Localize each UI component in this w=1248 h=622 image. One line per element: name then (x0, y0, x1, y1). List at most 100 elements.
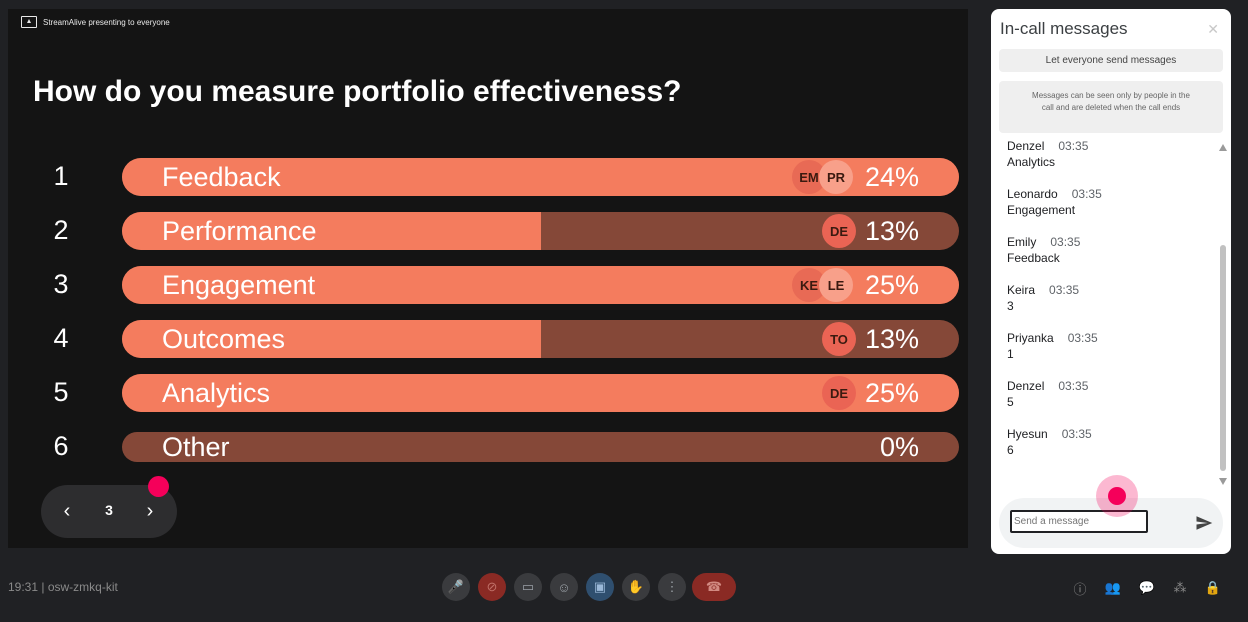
slide-page-number: 3 (105, 502, 113, 518)
participant-avatar: DE (822, 376, 856, 410)
info-button[interactable]: ⓘ (1073, 581, 1087, 597)
host-controls-button[interactable]: 🔒 (1204, 580, 1222, 595)
chat-message-sender: Priyanka (1007, 331, 1054, 345)
chat-message-sender: Emily (1007, 235, 1037, 249)
send-icon[interactable] (1195, 514, 1213, 532)
poll-option-percent: 25% (864, 378, 919, 408)
poll-option-bar: Other 0% (122, 432, 959, 462)
chat-message-time: 03:35 (1049, 283, 1080, 297)
poll-option-bar: Engagement 25% KE LE (122, 266, 959, 304)
poll-option-number: 2 (53, 215, 69, 245)
people-button[interactable]: 👥 (1104, 580, 1122, 595)
scroll-up-arrow[interactable] (1219, 144, 1227, 151)
camera-off-button[interactable]: ⊘ (478, 573, 506, 601)
poll-option-row: 4 Outcomes 13% TO (8, 320, 968, 360)
poll-option-number: 6 (53, 431, 69, 461)
poll-option-number: 1 (53, 161, 69, 191)
previous-slide-button[interactable]: ‹ (63, 499, 71, 522)
chat-message-header: Hyesun 03:35 (1007, 427, 1092, 441)
captions-button[interactable]: ▭ (514, 573, 542, 601)
poll-option-number: 5 (53, 377, 69, 407)
chat-message-text: 1 (1007, 347, 1014, 361)
chat-notice: Messages can be seen only by people in t… (999, 81, 1223, 133)
let-everyone-send-toggle[interactable]: Let everyone send messages (999, 49, 1223, 72)
chat-message-time: 03:35 (1058, 379, 1089, 393)
chat-message-header: Leonardo 03:35 (1007, 187, 1102, 201)
poll-option-row: 5 Analytics 25% DE (8, 374, 968, 414)
presenter-banner: StreamAlive presenting to everyone (21, 16, 170, 28)
poll-option-percent: 0% (879, 432, 919, 462)
chat-message-header: Denzel 03:35 (1007, 379, 1088, 393)
chat-message: Keira 03:35 3 (1007, 283, 1079, 313)
chat-message-text: Feedback (1007, 251, 1060, 265)
poll-option-row: 6 Other 0% (8, 428, 968, 468)
poll-option-bar-fill (122, 374, 959, 412)
send-message-input[interactable] (1010, 510, 1148, 533)
chat-message-time: 03:35 (1050, 235, 1081, 249)
chat-message-header: Denzel 03:35 (1007, 139, 1088, 153)
poll-option-percent: 25% (864, 270, 919, 300)
activities-button[interactable]: ⁂ (1173, 580, 1187, 595)
poll-option-number: 3 (53, 269, 69, 299)
participant-avatar: LE (819, 268, 853, 302)
chat-message-header: Keira 03:35 (1007, 283, 1079, 297)
poll-option-percent: 24% (864, 162, 919, 192)
poll-option-number: 4 (53, 323, 69, 353)
mic-button[interactable]: 🎤 (442, 573, 470, 601)
more-options-button[interactable]: ⋮ (658, 573, 686, 601)
chat-message-text: Engagement (1007, 203, 1076, 217)
meeting-controls-bar: 19:31 | osw-zmkq-kit 🎤 ⊘ ▭ ☺ ▣ ✋ ⋮ ☎ ⓘ 👥 💬 ⁂ 🔒 (0, 557, 1248, 622)
poll-option-percent: 13% (864, 216, 919, 246)
poll-option-row: 2 Performance 13% DE (8, 212, 968, 252)
chat-message: Denzel 03:35 Analytics (1007, 139, 1088, 169)
poll-option-bar-fill (122, 320, 541, 358)
chat-message: Priyanka 03:35 1 (1007, 331, 1098, 361)
poll-option-bar: Performance 13% DE (122, 212, 959, 250)
poll-option-label: Analytics (162, 378, 271, 408)
poll-option-label: Performance (162, 216, 317, 246)
poll-option-bar-fill (122, 212, 541, 250)
chat-message: Leonardo 03:35 Engagement (1007, 187, 1102, 217)
poll-option-bar: Analytics 25% DE (122, 374, 959, 412)
chat-message-sender: Keira (1007, 283, 1036, 297)
poll-option-label: Outcomes (162, 324, 286, 354)
scrollbar-thumb[interactable] (1220, 245, 1226, 471)
chat-message: Denzel 03:35 5 (1007, 379, 1088, 409)
chat-panel-title: In-call messages (1000, 19, 1128, 38)
chat-message-time: 03:35 (1071, 187, 1102, 201)
poll-option-label: Engagement (162, 270, 316, 300)
poll-option-label: Other (162, 432, 230, 462)
chat-message-sender: Denzel (1007, 379, 1045, 393)
chat-message-time: 03:35 (1058, 139, 1089, 153)
present-button[interactable]: ▣ (586, 573, 614, 601)
chat-message-sender: Denzel (1007, 139, 1045, 153)
participant-avatar: DE (822, 214, 856, 248)
present-screen-icon (21, 16, 37, 28)
chat-message-text: Analytics (1007, 155, 1056, 169)
poll-question: How do you measure portfolio effectivene… (33, 75, 682, 108)
close-icon[interactable]: ✕ (1207, 21, 1219, 37)
chat-message-text: 6 (1007, 443, 1014, 457)
presenter-banner-text: StreamAlive presenting to everyone (43, 17, 170, 27)
chat-message: Hyesun 03:35 6 (1007, 427, 1092, 457)
cursor-pointer (1108, 487, 1126, 505)
reactions-button[interactable]: ☺ (550, 573, 578, 601)
chat-message-header: Priyanka 03:35 (1007, 331, 1098, 345)
poll-option-bar: Feedback 24% EM PR (122, 158, 959, 196)
scroll-down-arrow[interactable] (1219, 478, 1227, 485)
poll-option-label: Feedback (162, 162, 281, 192)
chat-message-time: 03:35 (1061, 427, 1092, 441)
participant-avatar: PR (819, 160, 853, 194)
raise-hand-button[interactable]: ✋ (622, 573, 650, 601)
chat-message: Emily 03:35 Feedback (1007, 235, 1080, 265)
end-call-button[interactable]: ☎ (692, 573, 736, 601)
poll-option-bar: Outcomes 13% TO (122, 320, 959, 358)
chat-message-header: Emily 03:35 (1007, 235, 1080, 249)
chat-message-text: 3 (1007, 299, 1014, 313)
next-slide-button[interactable]: › (146, 499, 154, 522)
pointer-indicator (148, 476, 169, 497)
chat-button[interactable]: 💬 (1138, 580, 1156, 595)
message-compose (999, 498, 1223, 548)
presentation-slide: StreamAlive presenting to everyone How d… (8, 9, 968, 548)
participant-avatar: TO (822, 322, 856, 356)
